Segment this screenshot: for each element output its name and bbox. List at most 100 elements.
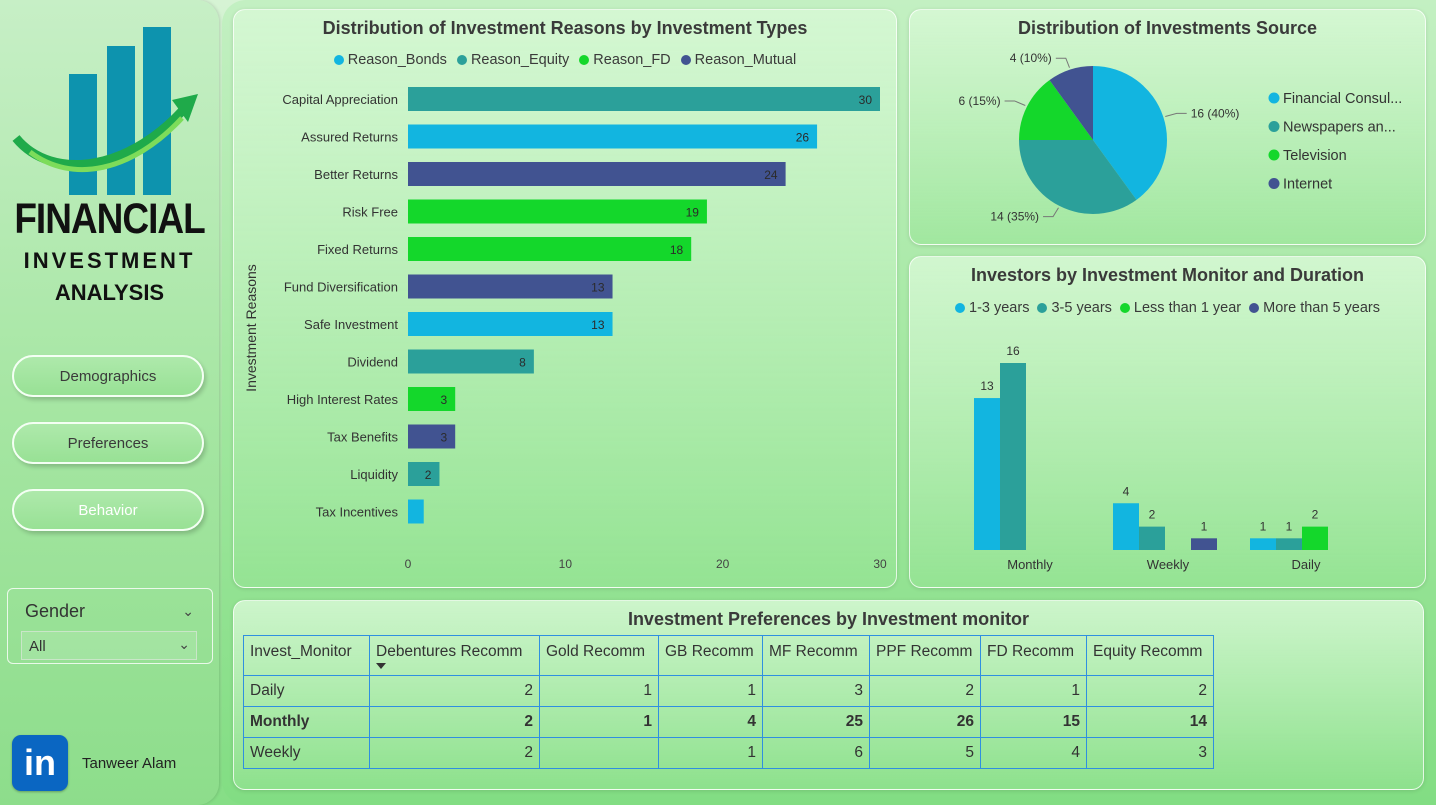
behavior-button-label: Behavior	[78, 501, 138, 519]
monitor-legend-3-5-years[interactable]: 3-5 years	[1037, 300, 1112, 316]
preferences-button-label: Preferences	[67, 434, 149, 452]
reasons-legend-reason-fd[interactable]: Reason_FD	[579, 52, 671, 68]
demographics-button[interactable]: Demographics	[12, 355, 204, 397]
monitor-data-label: 2	[1149, 508, 1156, 522]
monitor-bar-monthly-3-5-years[interactable]	[1000, 363, 1026, 550]
reasons-data-label: 3	[441, 431, 448, 445]
monitor-data-label: 1	[1201, 519, 1208, 533]
reasons-bar-capital-appreciation[interactable]	[408, 87, 880, 111]
reasons-bar-high-interest-rates[interactable]	[408, 387, 456, 411]
column-header-debentures-recomm[interactable]: Debentures Recomm	[369, 635, 540, 676]
logo-chart-icon	[12, 27, 198, 195]
reasons-bar-tax-incentives[interactable]	[408, 499, 424, 524]
reasons-bar-dividend[interactable]	[408, 349, 534, 374]
monitor-chart: 13 16 Monthly 4 2 1 Weekly 1 1 2 Daily	[974, 344, 1328, 572]
gender-dropdown[interactable]: All ⌄	[21, 631, 197, 660]
monitor-legend-less-than-1-year[interactable]: Less than 1 year	[1119, 300, 1241, 316]
pie-legend-newspapers-an[interactable]: Newspapers an...	[1283, 120, 1396, 136]
legend-label: 1-3 years	[969, 300, 1030, 316]
monitor-data-label: 1	[1286, 519, 1293, 533]
monitor-legend-1-3-years[interactable]: 1-3 years	[955, 300, 1029, 316]
column-header-fd-recomm[interactable]: FD Recomm	[980, 635, 1087, 676]
monitor-bar-daily-1-3-years[interactable]	[1250, 538, 1276, 550]
legend-dot-icon	[1119, 303, 1130, 313]
reasons-bar-risk-free[interactable]	[408, 199, 707, 224]
reasons-category-label: Safe Investment	[304, 317, 398, 332]
reasons-data-label: 26	[796, 131, 810, 145]
reasons-data-label: 19	[686, 206, 700, 220]
legend-label: Reason_Equity	[470, 52, 570, 68]
column-header-mf-recomm[interactable]: MF Recomm	[762, 635, 870, 676]
author-name: Tanweer Alam	[82, 755, 177, 772]
pie-legend-dot-icon	[1268, 149, 1280, 161]
pie-legend-dot-icon	[1268, 178, 1280, 189]
table-cell: 4	[658, 706, 763, 738]
monitor-bar-weekly-1-3-years[interactable]	[1113, 503, 1139, 550]
linkedin-icon[interactable]: in	[12, 735, 68, 791]
reasons-bar-liquidity[interactable]	[408, 462, 440, 486]
legend-label: Reason_Mutual	[694, 52, 797, 68]
table-row: Monthly 2 1 4 25 26 15 14	[243, 706, 1214, 738]
pie-legend-television[interactable]: Television	[1283, 148, 1347, 164]
reasons-bar-tax-benefits[interactable]	[408, 424, 456, 449]
dropdown-chevron-icon: ⌄	[178, 636, 190, 652]
pie-slice-newspapers-an[interactable]	[1019, 140, 1137, 215]
pie-legend-internet[interactable]: Internet	[1283, 177, 1332, 193]
column-header-gb-recomm[interactable]: GB Recomm	[658, 635, 763, 676]
reasons-chart-title: Distribution of Investment Reasons by In…	[322, 18, 808, 38]
reasons-data-label: 13	[591, 318, 605, 332]
reasons-bar-safe-investment[interactable]	[408, 312, 613, 336]
column-header-invest-monitor[interactable]: Invest_Monitor	[243, 635, 370, 676]
pie-legend-dot-icon	[1268, 92, 1280, 104]
monitor-data-label: 16	[1006, 344, 1020, 358]
reasons-legend-reason-equity[interactable]: Reason_Equity	[456, 52, 570, 68]
table-row: Daily 2 1 1 3 2 1 2	[243, 675, 1214, 707]
reasons-legend-reason-mutual[interactable]: Reason_Mutual	[680, 52, 797, 68]
table-cell: 2	[369, 737, 540, 769]
monitor-bar-weekly-3-5-years[interactable]	[1139, 526, 1165, 550]
chevron-down-icon[interactable]: ⌄	[182, 603, 194, 619]
legend-dot-icon	[456, 55, 467, 65]
reasons-bar-fund-diversification[interactable]	[408, 274, 613, 299]
monitor-legend-more-than-5-years[interactable]: More than 5 years	[1249, 300, 1380, 316]
reasons-data-label: 8	[519, 356, 526, 370]
reasons-x-tick: 30	[873, 557, 887, 571]
column-header-equity-recomm[interactable]: Equity Recomm	[1086, 635, 1214, 676]
preferences-table-panel: Investment Preferences by Investment mon…	[233, 600, 1424, 790]
table-cell: 25	[762, 706, 870, 738]
table-cell: 1	[539, 675, 659, 707]
reasons-y-axis-label: Investment Reasons	[243, 264, 259, 392]
reasons-x-tick: 0	[405, 557, 412, 571]
behavior-button[interactable]: Behavior	[12, 489, 204, 531]
reasons-legend-reason-bonds[interactable]: Reason_Bonds	[333, 52, 447, 68]
column-header-ppf-recomm[interactable]: PPF Recomm	[869, 635, 981, 676]
demographics-button-label: Demographics	[59, 367, 157, 385]
reasons-category-label: Better Returns	[314, 167, 398, 182]
column-header-gold-recomm[interactable]: Gold Recomm	[539, 635, 659, 676]
monitor-bar-daily-less-than-1-year[interactable]	[1302, 526, 1328, 550]
pie-data-label: 4 (10%)	[1010, 51, 1052, 65]
monitor-bar-weekly-more-than-5-years[interactable]	[1191, 538, 1217, 550]
monitor-category-label: Weekly	[1147, 557, 1190, 572]
table-cell: 3	[1086, 737, 1214, 769]
reasons-category-label: Risk Free	[342, 205, 398, 220]
reasons-bar-assured-returns[interactable]	[408, 124, 818, 149]
reasons-bar-fixed-returns[interactable]	[408, 237, 692, 261]
preferences-table-title: Investment Preferences by Investment mon…	[627, 609, 1030, 629]
preferences-button[interactable]: Preferences	[12, 422, 204, 464]
pie-slice-financial-consul[interactable]	[1093, 66, 1167, 200]
monitor-chart-panel: Investors by Investment Monitor and Dura…	[909, 256, 1426, 588]
logo-text-investment: INVESTMENT	[23, 248, 196, 273]
monitor-bar-daily-3-5-years[interactable]	[1276, 538, 1302, 550]
pie-slice-television[interactable]	[1019, 80, 1093, 140]
reasons-data-label: 24	[764, 168, 778, 182]
reasons-bar-better-returns[interactable]	[408, 162, 786, 186]
table-cell	[539, 737, 659, 769]
reasons-x-tick: 10	[559, 557, 573, 571]
monitor-category-label: Daily	[1292, 557, 1321, 572]
gender-dropdown-value: All	[29, 638, 46, 655]
pie-slice-internet[interactable]	[1049, 66, 1093, 140]
pie-legend-financial-consul[interactable]: Financial Consul...	[1283, 91, 1402, 107]
monitor-bar-monthly-1-3-years[interactable]	[974, 398, 1000, 550]
